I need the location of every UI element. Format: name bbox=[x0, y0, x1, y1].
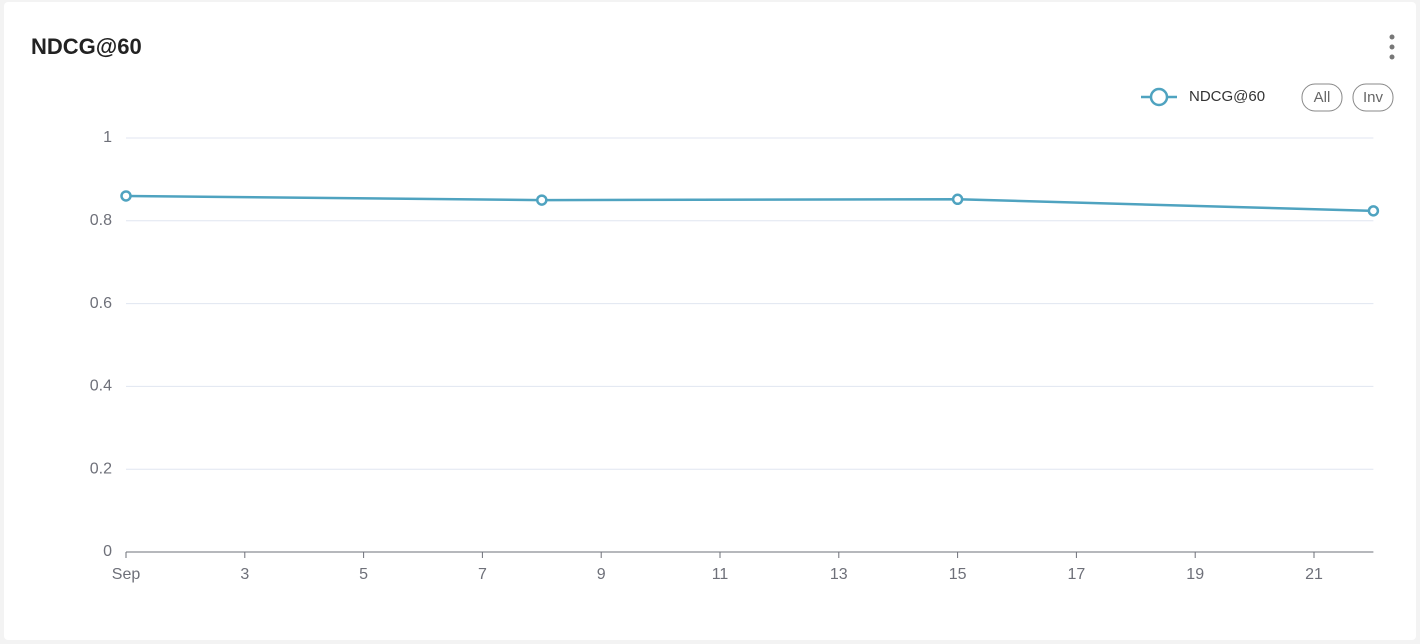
menu-button[interactable] bbox=[1389, 34, 1395, 60]
y-tick-label: 0.8 bbox=[90, 212, 112, 229]
series-line bbox=[125, 194, 1374, 213]
x-tick-label: 17 bbox=[1068, 566, 1086, 583]
data-point bbox=[536, 194, 548, 206]
y-tick-label: 0.6 bbox=[90, 295, 112, 312]
button-label: All bbox=[1314, 89, 1331, 106]
y-tick-label: 0.4 bbox=[90, 378, 112, 395]
menu-dot bbox=[1389, 54, 1395, 60]
x-tick-label: 11 bbox=[712, 566, 729, 583]
y-tick-label: 0.2 bbox=[90, 460, 112, 477]
data-point bbox=[1367, 205, 1380, 217]
legend-item[interactable]: NDCG@60 bbox=[1141, 87, 1265, 107]
x-tick-label: 15 bbox=[949, 566, 967, 583]
x-tick-label: Sep bbox=[112, 566, 141, 583]
button-outline bbox=[1301, 83, 1343, 112]
legend-label: NDCG@60 bbox=[1189, 88, 1265, 105]
x-tick-label: 5 bbox=[359, 566, 368, 583]
legend-button[interactable]: All bbox=[1301, 83, 1343, 112]
legend-button[interactable]: Inv bbox=[1352, 83, 1394, 112]
x-tick-label: 21 bbox=[1305, 566, 1323, 583]
card bbox=[4, 2, 1416, 640]
x-tick-label: 3 bbox=[240, 566, 249, 583]
menu-dot bbox=[1389, 44, 1395, 50]
data-point bbox=[120, 190, 132, 202]
x-tick-label: 9 bbox=[597, 566, 606, 583]
x-tick-label: 19 bbox=[1186, 566, 1204, 583]
x-tick-label: 13 bbox=[830, 566, 848, 583]
x-tick-label: 7 bbox=[478, 566, 487, 583]
legend-marker bbox=[1149, 87, 1169, 107]
button-label: Inv bbox=[1363, 89, 1384, 106]
chart-title: NDCG@60 bbox=[31, 34, 142, 59]
y-tick-label: 1 bbox=[103, 129, 112, 146]
menu-dot bbox=[1389, 34, 1395, 40]
button-outline bbox=[1352, 83, 1394, 112]
data-point bbox=[951, 193, 964, 206]
y-tick-label: 0 bbox=[103, 543, 112, 560]
